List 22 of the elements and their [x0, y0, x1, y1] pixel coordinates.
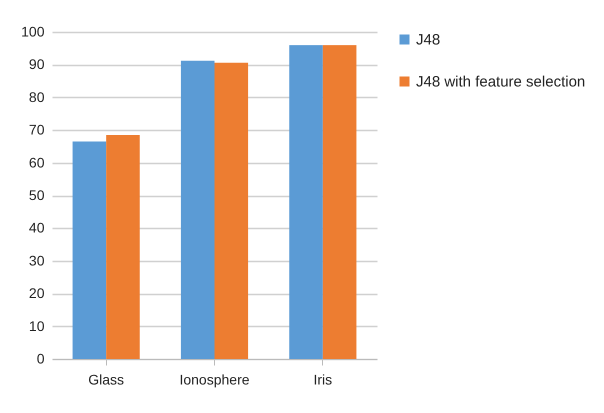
- bar: [180, 60, 214, 359]
- bar: [289, 45, 323, 359]
- y-tick-label: 10: [28, 318, 45, 334]
- y-tick-label: 50: [28, 187, 45, 203]
- y-tick-label: 100: [21, 24, 45, 40]
- y-tick-label: 70: [28, 122, 45, 138]
- bar: [106, 135, 140, 359]
- legend-label: J48: [416, 32, 440, 48]
- x-tick-label: Iris: [313, 372, 332, 388]
- y-tick-label: 60: [28, 154, 45, 170]
- bar: [72, 142, 106, 359]
- legend-label: J48 with feature selection: [416, 74, 586, 90]
- y-tick-label: 80: [28, 88, 45, 105]
- y-tick-label: 0: [36, 350, 45, 366]
- y-tick-label: 40: [28, 220, 45, 236]
- x-tick-label: Ionosphere: [179, 372, 250, 388]
- bar: [214, 62, 248, 359]
- bar: [322, 45, 356, 359]
- x-tick-label: Glass: [88, 372, 124, 388]
- y-tick-label: 20: [28, 285, 45, 302]
- y-tick-label: 30: [28, 252, 45, 268]
- y-tick-label: 90: [28, 56, 45, 72]
